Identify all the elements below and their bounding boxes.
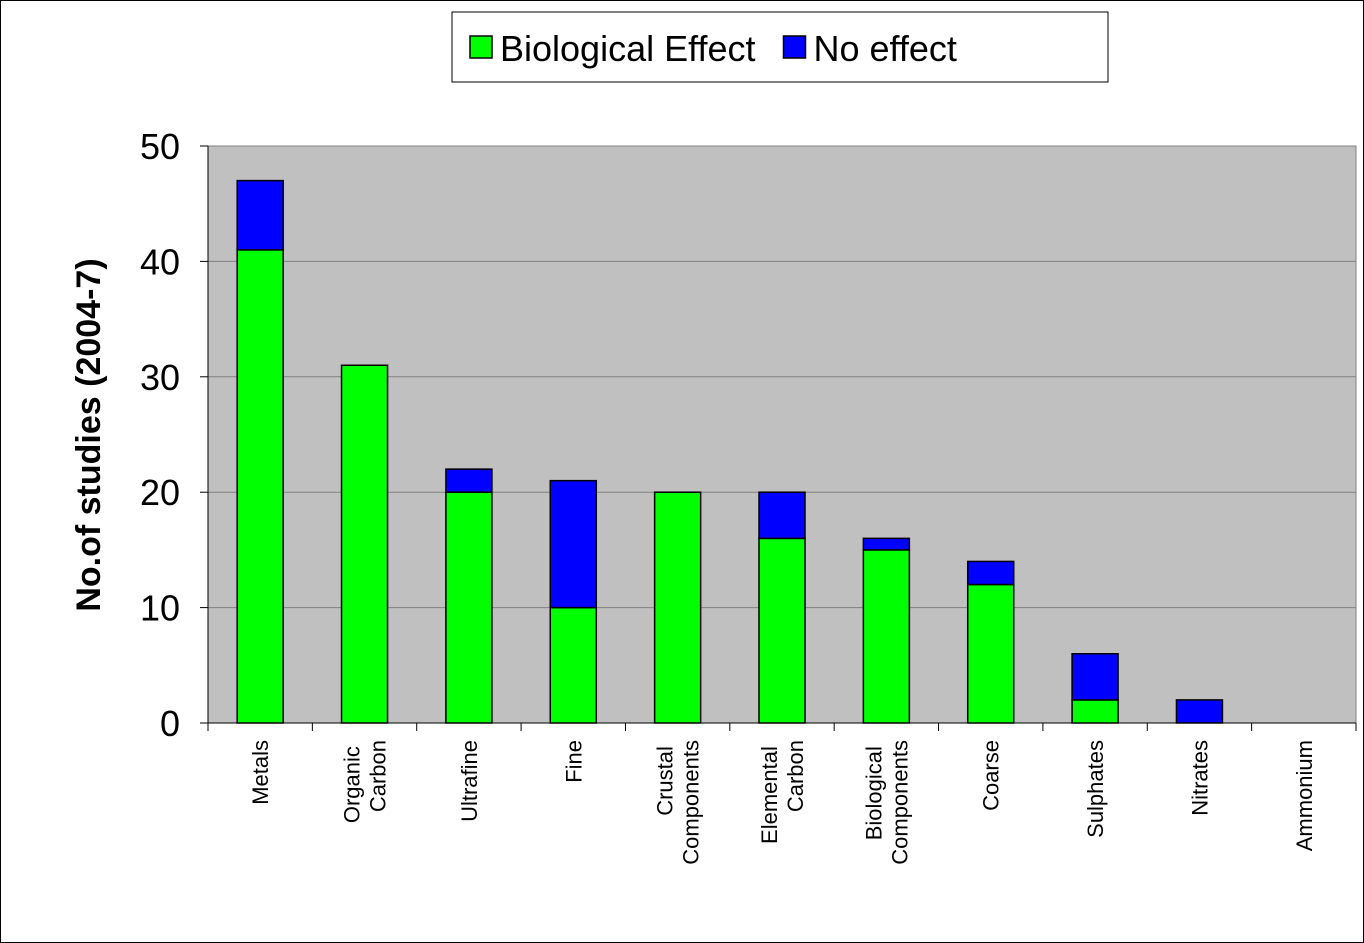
- legend-swatch: [782, 35, 807, 59]
- y-tick-label: 40: [140, 241, 180, 282]
- x-tick-label: Biological Components: [861, 740, 912, 865]
- bar-segment: [1071, 653, 1119, 701]
- bar-segment: [862, 549, 911, 724]
- x-tick-label: Nitrates: [1187, 740, 1212, 816]
- bar-segment: [1071, 699, 1119, 724]
- x-tick-label: Organic Carbon: [340, 740, 391, 823]
- bar-segment: [340, 364, 389, 724]
- x-tick-label: Fine: [561, 740, 586, 783]
- y-tick-label: 30: [140, 357, 180, 398]
- x-tick-label: Elemental Carbon: [757, 740, 808, 844]
- legend-label: Biological Effect: [500, 28, 755, 69]
- y-tick-label: 0: [160, 703, 180, 744]
- y-tick-label: 50: [140, 126, 180, 167]
- bar-segment: [862, 537, 911, 551]
- bar-segment: [758, 491, 806, 540]
- legend-swatch: [469, 35, 493, 59]
- y-tick-label: 20: [140, 472, 180, 513]
- y-axis-label: No.of studies (2004-7): [70, 258, 108, 611]
- bar-segment: [758, 537, 806, 724]
- legend-label: No effect: [813, 28, 956, 69]
- x-tick-label: Metals: [248, 740, 273, 805]
- bar-segment: [236, 249, 284, 724]
- bar-segment: [549, 606, 598, 724]
- x-tick-label: Ammonium: [1292, 740, 1317, 851]
- x-tick-label: Crustal Components: [653, 740, 704, 865]
- legend: [451, 11, 1109, 83]
- x-tick-label: Coarse: [979, 740, 1004, 811]
- x-tick-label: Ultrafine: [457, 740, 482, 822]
- bar-segment: [966, 560, 1015, 586]
- bar-segment: [966, 583, 1015, 724]
- bar-segment: [445, 468, 493, 493]
- y-tick-label: 10: [140, 588, 180, 629]
- bar-segment: [1175, 699, 1224, 724]
- bar-segment: [236, 179, 284, 251]
- x-tick-label: Sulphates: [1083, 740, 1108, 838]
- bar-segment: [653, 491, 702, 724]
- bar-segment: [445, 491, 493, 724]
- bar-segment: [549, 479, 598, 609]
